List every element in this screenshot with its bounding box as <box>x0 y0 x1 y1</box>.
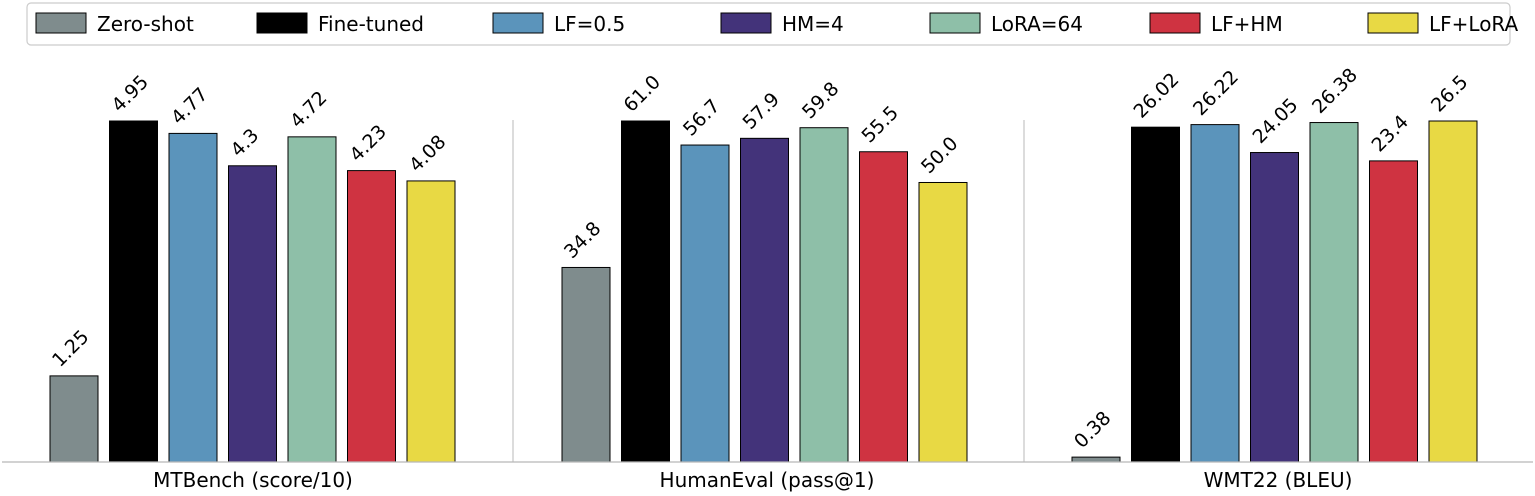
value-label-humaneval-pass-1-fine-tuned: 61.0 <box>619 71 664 116</box>
bars <box>49 120 1478 463</box>
value-label-mtbench-score-10-lora-64: 4.72 <box>286 87 331 132</box>
legend-label-lora-64: LoRA=64 <box>991 12 1083 36</box>
bar-wmt22-bleu-lora-64 <box>1309 122 1359 463</box>
bar-wmt22-bleu-lf-lora <box>1428 120 1478 463</box>
value-label-mtbench-score-10-hm-4: 4.3 <box>226 124 263 161</box>
legend-label-lf-hm: LF+HM <box>1211 12 1283 36</box>
bar-mtbench-score-10-lf-0-5 <box>168 132 218 463</box>
legend-label-zero-shot: Zero-shot <box>97 12 194 36</box>
bar-wmt22-bleu-hm-4 <box>1250 152 1299 463</box>
value-label-wmt22-bleu-lf-lora: 26.5 <box>1427 71 1472 116</box>
legend-label-lf-0-5: LF=0.5 <box>554 12 625 36</box>
value-label-wmt22-bleu-hm-4: 24.05 <box>1248 94 1302 148</box>
value-label-humaneval-pass-1-lora-64: 59.8 <box>798 78 843 123</box>
legend-swatch-lf-lora <box>1367 12 1419 34</box>
value-label-wmt22-bleu-zero-shot: 0.38 <box>1070 407 1115 452</box>
value-label-humaneval-pass-1-zero-shot: 34.8 <box>560 218 605 263</box>
value-label-wmt22-bleu-lf-hm: 23.4 <box>1367 111 1412 156</box>
bar-humaneval-pass-1-lf-0-5 <box>680 144 730 463</box>
legend-label-hm-4: HM=4 <box>782 12 844 36</box>
value-label-mtbench-score-10-lf-0-5: 4.77 <box>167 83 212 128</box>
value-label-humaneval-pass-1-lf-0-5: 56.7 <box>679 95 724 140</box>
legend: Zero-shot Fine-tuned LF=0.5 HM=4 LoRA=64 LF+H… <box>26 2 1519 46</box>
bar-humaneval-pass-1-hm-4 <box>740 137 789 463</box>
bar-humaneval-pass-1-lf-lora <box>918 181 968 463</box>
bar-humaneval-pass-1-zero-shot <box>561 266 611 463</box>
value-label-mtbench-score-10-fine-tuned: 4.95 <box>107 71 152 116</box>
bar-mtbench-score-10-lf-lora <box>406 180 456 463</box>
category-label-wmt22-bleu: WMT22 (BLEU) <box>1204 468 1353 492</box>
bar-mtbench-score-10-zero-shot <box>49 375 99 463</box>
value-label-wmt22-bleu-fine-tuned: 26.02 <box>1129 69 1183 123</box>
value-label-wmt22-bleu-lf-0-5: 26.22 <box>1189 66 1243 120</box>
bar-wmt22-bleu-lf-hm <box>1369 160 1418 463</box>
value-label-wmt22-bleu-lora-64: 26.38 <box>1308 64 1362 118</box>
value-label-humaneval-pass-1-lf-hm: 55.5 <box>857 102 902 147</box>
bar-mtbench-score-10-lora-64 <box>287 136 337 463</box>
value-label-mtbench-score-10-zero-shot: 1.25 <box>48 326 93 371</box>
legend-swatch-zero-shot <box>35 12 87 34</box>
category-label-mtbench-score-10: MTBench (score/10) <box>153 468 353 492</box>
value-label-mtbench-score-10-lf-hm: 4.23 <box>345 121 390 166</box>
bar-wmt22-bleu-fine-tuned <box>1131 126 1180 463</box>
category-labels: MTBench (score/10) HumanEval (pass@1) WMT2… <box>153 468 1352 492</box>
value-label-humaneval-pass-1-lf-lora: 50.0 <box>917 133 962 178</box>
bar-humaneval-pass-1-lora-64 <box>799 127 849 463</box>
bar-humaneval-pass-1-fine-tuned <box>621 120 670 463</box>
category-label-humaneval-pass-1: HumanEval (pass@1) <box>660 468 875 492</box>
legend-swatch-lf-0-5 <box>492 12 544 34</box>
legend-swatch-fine-tuned <box>256 12 308 34</box>
legend-swatch-hm-4 <box>720 12 772 34</box>
bar-mtbench-score-10-fine-tuned <box>109 120 158 463</box>
bar-wmt22-bleu-zero-shot <box>1071 456 1121 463</box>
legend-swatch-lora-64 <box>929 12 981 34</box>
bar-wmt22-bleu-lf-0-5 <box>1190 124 1240 463</box>
bar-mtbench-score-10-hm-4 <box>228 165 277 463</box>
legend-swatch-lf-hm <box>1149 12 1201 34</box>
group-separators <box>512 120 1025 462</box>
legend-label-fine-tuned: Fine-tuned <box>318 12 424 36</box>
value-label-mtbench-score-10-lf-lora: 4.08 <box>405 131 450 176</box>
bar-mtbench-score-10-lf-hm <box>347 170 396 463</box>
bar-humaneval-pass-1-lf-hm <box>859 151 908 463</box>
value-label-humaneval-pass-1-hm-4: 57.9 <box>738 88 783 133</box>
legend-label-lf-lora: LF+LoRA <box>1429 12 1519 36</box>
